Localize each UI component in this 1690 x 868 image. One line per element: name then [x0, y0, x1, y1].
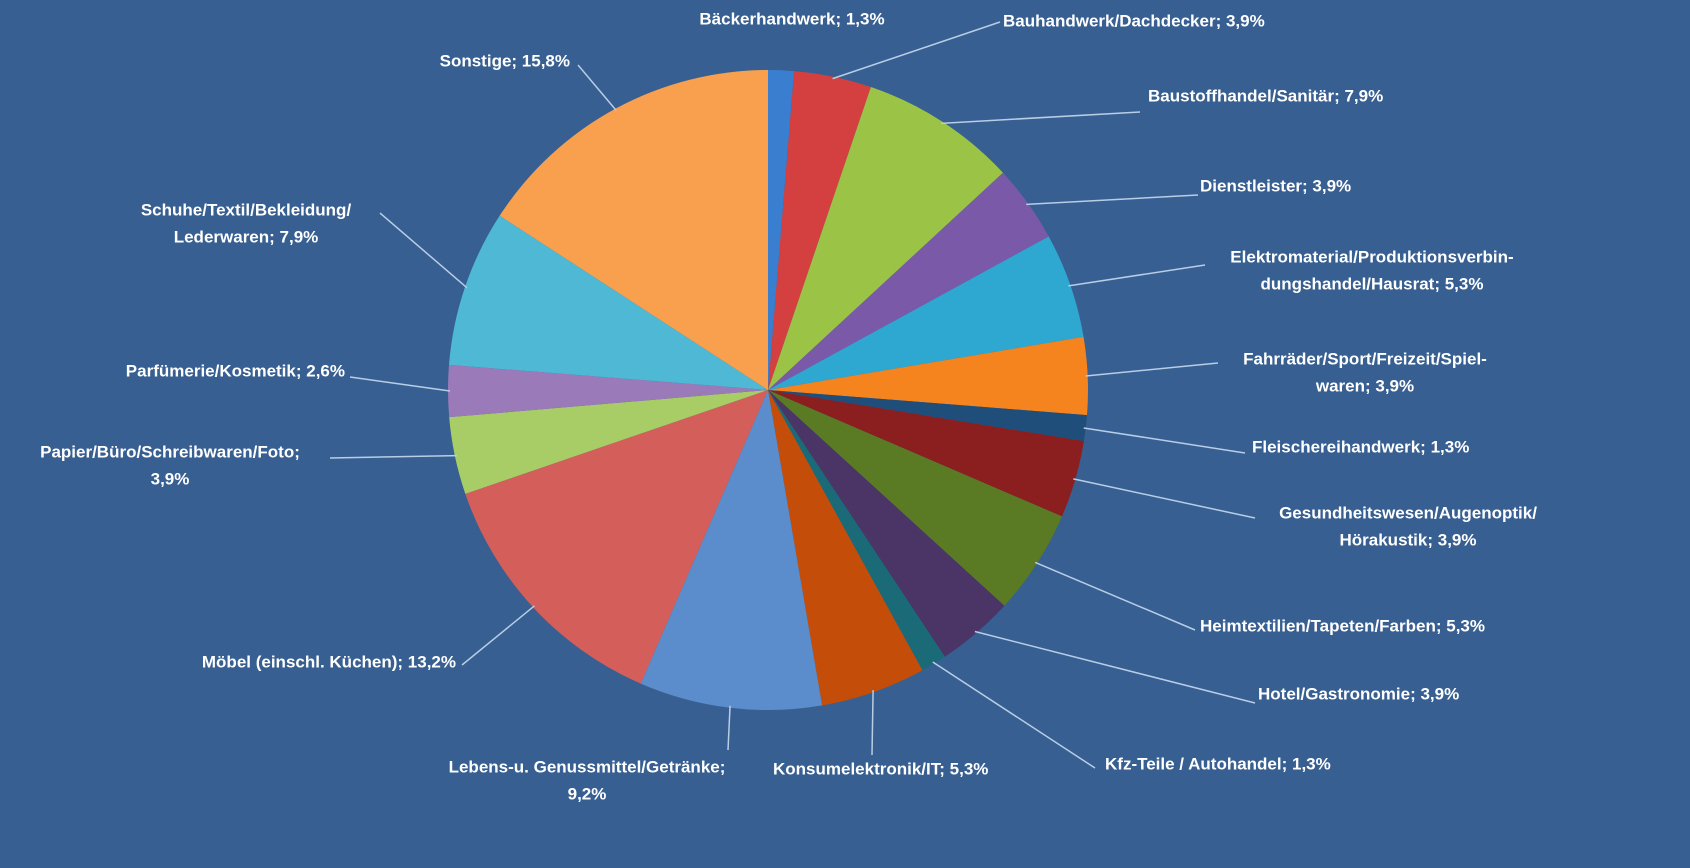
leader-line: [349, 376, 451, 392]
pie-slice: [768, 236, 1084, 390]
pie-slice: [768, 86, 1004, 390]
leader-line: [1085, 362, 1219, 377]
pie-slice: [768, 71, 871, 391]
data-label: Lederwaren; 7,9%: [174, 227, 319, 246]
pie-slice: [768, 390, 1062, 606]
data-label: waren; 3,9%: [1315, 376, 1414, 395]
leader-line: [329, 454, 457, 459]
data-label: Gesundheitswesen/Augenoptik/: [1279, 503, 1537, 522]
data-label: Bauhandwerk/Dachdecker; 3,9%: [1003, 11, 1265, 30]
data-label: Hotel/Gastronomie; 3,9%: [1258, 684, 1459, 703]
data-label: Möbel (einschl. Küchen); 13,2%: [202, 652, 456, 671]
pie-slice: [768, 390, 1088, 442]
data-label: Konsumelektronik/IT; 5,3%: [773, 759, 988, 778]
leader-line: [1083, 427, 1246, 454]
leader-line: [727, 705, 731, 751]
leader-line: [941, 111, 1141, 125]
data-label: dungshandel/Hausrat; 5,3%: [1261, 274, 1484, 293]
data-label: Lebens-u. Genussmittel/Getränke;: [449, 757, 726, 776]
data-label: Heimtextilien/Tapeten/Farben; 5,3%: [1200, 616, 1485, 635]
data-label: Kfz-Teile / Autohandel; 1,3%: [1105, 754, 1331, 773]
pie-slice: [465, 390, 768, 684]
pie-slice: [768, 336, 1088, 416]
leader-line: [1034, 561, 1196, 631]
data-label: Bäckerhandwerk; 1,3%: [699, 9, 884, 28]
data-label: 9,2%: [568, 784, 607, 803]
data-label: Papier/Büro/Schreibwaren/Foto;: [40, 442, 300, 461]
leader-line: [461, 605, 535, 666]
pie-slice: [768, 390, 1005, 657]
data-label: Schuhe/Textil/Bekleidung/: [141, 200, 352, 219]
data-label: Fahrräder/Sport/Freizeit/Spiel-: [1243, 349, 1487, 368]
leader-line: [932, 661, 1096, 769]
data-label: Elektromaterial/Produktionsverbin-: [1230, 247, 1513, 266]
pie-slice: [768, 70, 795, 390]
pie-slice: [448, 364, 768, 418]
leader-line: [871, 690, 874, 756]
data-label: Fleischereihandwerk; 1,3%: [1252, 437, 1469, 456]
leader-line: [832, 21, 1001, 80]
pie-slice: [768, 172, 1049, 390]
leader-line: [379, 212, 468, 289]
leader-line: [974, 630, 1256, 704]
data-label: Sonstige; 15,8%: [440, 51, 570, 70]
leader-line: [1068, 264, 1206, 287]
data-label: 3,9%: [151, 469, 190, 488]
pie-slice: [640, 390, 823, 710]
leader-line: [1073, 478, 1256, 519]
leader-line: [577, 64, 617, 112]
pie-slice: [768, 390, 1084, 517]
data-label: Dienstleister; 3,9%: [1200, 176, 1351, 195]
data-label: Parfümerie/Kosmetik; 2,6%: [126, 361, 345, 380]
data-label: Hörakustik; 3,9%: [1340, 530, 1477, 549]
pie-slice: [448, 215, 768, 390]
leader-line: [1026, 194, 1199, 206]
pie-slice: [768, 390, 923, 706]
data-label: Baustoffhandel/Sanitär; 7,9%: [1148, 86, 1383, 105]
pie-slice: [499, 70, 768, 390]
pie-slice: [768, 390, 945, 671]
pie-slice: [449, 390, 768, 494]
